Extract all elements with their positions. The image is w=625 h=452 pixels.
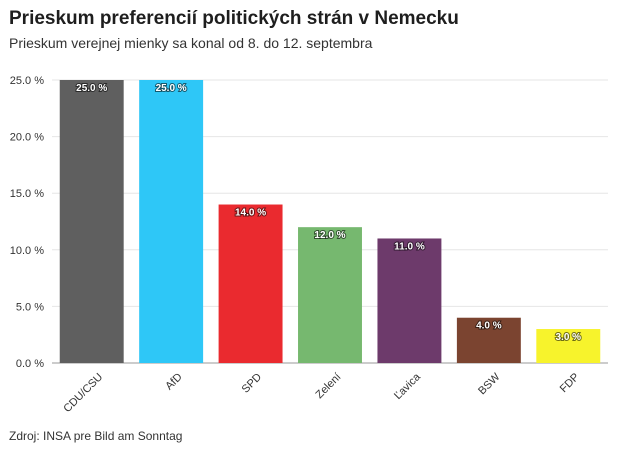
chart-title: Prieskum preferencií politických strán v… [9, 8, 459, 29]
bars: 25.0 % 25.0 % 14.0 % 12.0 % 11.0 % 4.0 % 3.0 % [59, 80, 601, 363]
y-tick-label: 10.0 % [10, 245, 44, 257]
bar [456, 317, 521, 363]
data-label: 3.0 % [555, 332, 581, 343]
data-label: 25.0 % [76, 83, 107, 94]
source-note: Zdroj: INSA pre Bild am Sonntag [9, 429, 183, 443]
y-tick-label: 15.0 % [10, 188, 44, 200]
data-label: 11.0 % [394, 241, 425, 252]
x-tick-label: CDU/CSU [61, 371, 105, 415]
data-label: 14.0 % [235, 208, 266, 219]
chart-subtitle: Prieskum verejnej mienky sa konal od 8. … [9, 35, 373, 51]
bar [298, 227, 362, 363]
data-label: 12.0 % [314, 230, 345, 241]
x-tick-label: SPD [240, 371, 265, 396]
y-tick-label: 25.0 % [10, 75, 44, 87]
y-tick-label: 0.0 % [16, 358, 44, 370]
y-tick-label: 5.0 % [16, 301, 44, 313]
x-tick-label: BSW [476, 371, 503, 398]
bar [536, 329, 601, 363]
x-tick-label: FDP [558, 371, 582, 395]
x-axis: CDU/CSU AfD SPD Zelení Ľavica BSW FDP [61, 370, 582, 415]
bar [59, 80, 124, 363]
y-axis: 0.0 % 5.0 % 10.0 % 15.0 % 20.0 % 25.0 % [10, 75, 44, 370]
bar [139, 80, 204, 363]
x-tick-label: AfD [163, 371, 184, 392]
x-tick-label: Zelení [313, 371, 343, 401]
data-label: 4.0 % [476, 321, 502, 332]
x-tick-label: Ľavica [392, 370, 424, 402]
y-tick-label: 20.0 % [10, 132, 44, 144]
bar [377, 238, 442, 363]
bar [218, 204, 283, 363]
data-label: 25.0 % [156, 83, 187, 94]
